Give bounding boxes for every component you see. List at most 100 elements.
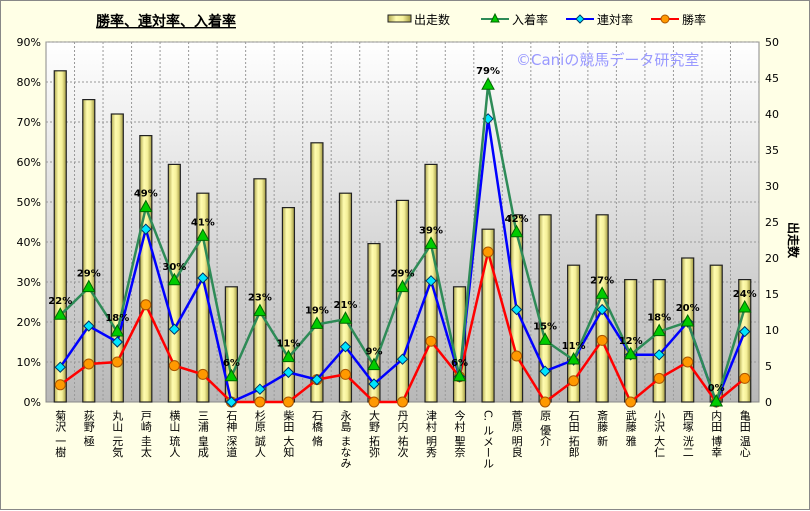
left-tick-label: 90% bbox=[17, 36, 41, 49]
data-label: 9% bbox=[365, 347, 382, 358]
left-tick-label: 50% bbox=[17, 196, 41, 209]
bar-starts bbox=[567, 264, 581, 403]
bar-starts bbox=[53, 70, 67, 403]
place-rate-marker bbox=[224, 368, 239, 382]
data-label: 6% bbox=[451, 358, 468, 369]
win-rate-marker bbox=[739, 372, 751, 384]
place-rate-marker bbox=[509, 224, 524, 238]
x-tick-label: 津村 明秀 bbox=[425, 410, 438, 458]
data-label: 6% bbox=[223, 358, 240, 369]
quinella-rate-marker bbox=[539, 365, 551, 377]
x-tick-label: 石橋 脩 bbox=[310, 410, 323, 447]
place-rate-marker bbox=[452, 368, 467, 382]
place-rate-marker bbox=[652, 323, 667, 337]
left-tick-label: 80% bbox=[17, 76, 41, 89]
left-tick-label: 70% bbox=[17, 116, 41, 129]
x-tick-label: 大野 拓弥 bbox=[367, 409, 380, 458]
x-tick-label: 斎藤 新 bbox=[596, 409, 609, 447]
x-tick-label: 菅原 明良 bbox=[510, 410, 523, 458]
win-rate-marker bbox=[682, 356, 694, 368]
data-label: 27% bbox=[590, 275, 614, 286]
quinella-rate-marker bbox=[596, 303, 608, 316]
win-rate-marker bbox=[539, 396, 551, 408]
right-tick-label: 50 bbox=[765, 36, 779, 49]
data-label: 49% bbox=[134, 189, 158, 200]
right-tick-label: 10 bbox=[765, 324, 779, 337]
legend-marker bbox=[490, 12, 500, 23]
x-tick-label: 丹内 祐次 bbox=[396, 410, 409, 458]
quinella-rate-marker bbox=[653, 349, 665, 361]
data-label: 11% bbox=[562, 341, 586, 352]
x-tick-label: 今村 聖奈 bbox=[453, 409, 466, 458]
win-rate-marker bbox=[140, 299, 152, 311]
right-tick-label: 15 bbox=[765, 288, 779, 301]
right-tick-label: 45 bbox=[765, 72, 779, 85]
bar-starts bbox=[681, 257, 695, 403]
quinella-rate-marker bbox=[197, 272, 209, 284]
left-tick-label: 20% bbox=[17, 316, 41, 329]
x-tick-label: 戸崎 圭太 bbox=[139, 410, 152, 458]
win-rate-marker bbox=[568, 375, 580, 387]
bar-starts bbox=[652, 279, 666, 403]
x-tick-label: 亀田 温心 bbox=[738, 409, 751, 458]
x-tick-label: 西塚 洸二 bbox=[681, 410, 694, 458]
place-rate-marker bbox=[196, 228, 210, 241]
data-label: 18% bbox=[647, 313, 671, 324]
data-label: 0% bbox=[708, 383, 725, 394]
data-label: 24% bbox=[733, 289, 757, 300]
bar-starts bbox=[310, 142, 324, 403]
bar-starts bbox=[709, 264, 723, 403]
left-tick-label: 40% bbox=[17, 236, 41, 249]
data-label: 18% bbox=[105, 313, 129, 324]
place-rate-marker bbox=[338, 311, 353, 324]
legend-marker bbox=[660, 14, 670, 24]
win-rate-marker bbox=[54, 379, 66, 391]
bar-starts bbox=[253, 178, 267, 403]
x-tick-label: 石神 深道 bbox=[225, 410, 238, 458]
x-tick-label: 横山 琉人 bbox=[168, 409, 181, 458]
data-label: 39% bbox=[419, 225, 443, 236]
quinella-rate-marker bbox=[54, 361, 66, 373]
legend-label: 連対率 bbox=[597, 12, 633, 27]
right-tick-label: 35 bbox=[765, 144, 779, 157]
quinella-rate-marker bbox=[368, 378, 380, 390]
x-tick-label: 丸山 元気 bbox=[111, 410, 124, 458]
win-rate-marker bbox=[111, 356, 123, 368]
place-rate-marker bbox=[110, 323, 125, 337]
left-tick-label: 10% bbox=[17, 356, 41, 369]
data-label: 29% bbox=[391, 269, 415, 280]
place-rate-marker bbox=[709, 393, 724, 407]
data-label: 20% bbox=[676, 303, 700, 314]
quinella-rate-marker bbox=[739, 325, 751, 338]
place-rate-marker bbox=[310, 316, 324, 329]
x-tick-label: 柴田 大知 bbox=[282, 409, 295, 458]
left-tick-label: 30% bbox=[17, 276, 41, 289]
place-rate-marker bbox=[538, 332, 552, 345]
data-label: 79% bbox=[476, 66, 500, 77]
data-label: 12% bbox=[619, 336, 643, 347]
x-tick-label: 内田 博幸 bbox=[710, 409, 723, 458]
legend-label: 入着率 bbox=[512, 12, 548, 27]
x-tick-label: 杉原 誠人 bbox=[253, 409, 266, 458]
data-label: 22% bbox=[48, 296, 72, 307]
place-rate-marker bbox=[138, 199, 153, 213]
quinella-rate-marker bbox=[339, 341, 352, 353]
quinella-rate-marker bbox=[168, 323, 181, 335]
right-tick-label: 5 bbox=[765, 360, 772, 373]
x-tick-label: 原 優介 bbox=[539, 410, 552, 447]
win-rate-marker bbox=[83, 358, 95, 370]
place-rate-marker bbox=[623, 346, 638, 360]
place-rate-marker bbox=[53, 307, 68, 320]
quinella-rate-marker bbox=[425, 275, 437, 287]
x-tick-label: 石田 拓郎 bbox=[567, 410, 580, 458]
x-tick-label: C. ルメール bbox=[482, 410, 495, 469]
place-rate-marker bbox=[481, 77, 495, 90]
x-tick-label: 小沢 大仁 bbox=[653, 410, 666, 458]
win-rate-marker bbox=[653, 372, 665, 384]
data-label: 29% bbox=[77, 269, 101, 280]
win-rate-marker bbox=[368, 396, 380, 408]
watermark: ©Caniの競馬データ研究室 bbox=[516, 51, 699, 69]
right-tick-label: 30 bbox=[765, 180, 779, 193]
